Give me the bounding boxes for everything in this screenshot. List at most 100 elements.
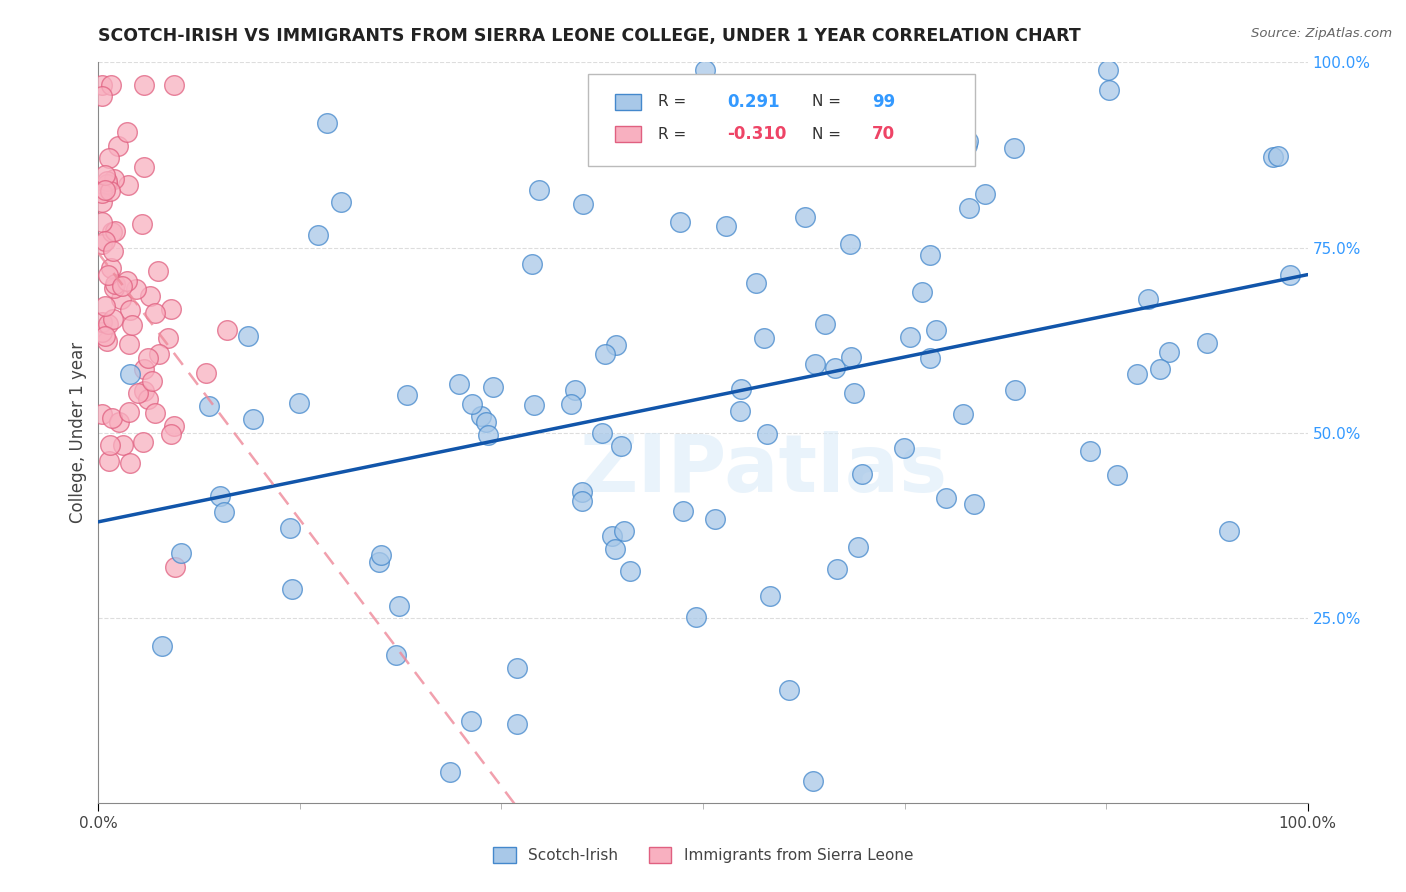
Point xyxy=(522,257,544,271)
Point xyxy=(851,467,873,482)
Point xyxy=(121,318,143,333)
Point xyxy=(1267,149,1289,163)
Point xyxy=(127,385,149,400)
Point xyxy=(124,282,146,296)
Point xyxy=(198,399,221,413)
Point xyxy=(370,548,392,562)
Point xyxy=(603,541,626,556)
Point xyxy=(97,151,120,165)
Point xyxy=(955,138,977,153)
Point xyxy=(215,323,238,337)
Point xyxy=(704,512,727,526)
Point xyxy=(956,134,979,148)
Point xyxy=(91,194,114,209)
Point xyxy=(610,439,633,453)
Point xyxy=(1098,83,1121,97)
Point xyxy=(752,331,775,345)
Point xyxy=(825,562,848,576)
Point xyxy=(329,195,352,210)
Point xyxy=(756,427,779,442)
Point xyxy=(143,305,166,319)
Text: Source: ZipAtlas.com: Source: ZipAtlas.com xyxy=(1251,27,1392,40)
Text: 0.291: 0.291 xyxy=(727,93,780,111)
Text: R =: R = xyxy=(658,95,686,109)
Point xyxy=(91,237,114,252)
Point xyxy=(118,404,141,418)
Point xyxy=(91,78,114,92)
Text: 70: 70 xyxy=(872,125,896,144)
Point xyxy=(619,565,641,579)
Point xyxy=(115,125,138,139)
Point xyxy=(793,211,815,225)
Point xyxy=(148,263,170,277)
Point xyxy=(846,540,869,554)
Text: R =: R = xyxy=(658,127,686,142)
Point xyxy=(439,764,461,779)
Point xyxy=(101,410,124,425)
Point xyxy=(107,138,129,153)
Point xyxy=(893,441,915,455)
Point xyxy=(91,325,114,339)
Point xyxy=(1278,268,1301,282)
Point xyxy=(1078,444,1101,458)
Point xyxy=(591,426,613,441)
Point xyxy=(117,178,139,192)
Point xyxy=(118,303,141,318)
Point xyxy=(804,357,827,371)
Point xyxy=(814,317,837,331)
Point xyxy=(957,201,980,215)
Point xyxy=(572,196,595,211)
Point xyxy=(163,419,186,434)
Point xyxy=(824,360,846,375)
Text: SCOTCH-IRISH VS IMMIGRANTS FROM SIERRA LEONE COLLEGE, UNDER 1 YEAR CORRELATION C: SCOTCH-IRISH VS IMMIGRANTS FROM SIERRA L… xyxy=(98,27,1081,45)
Legend: Scotch-Irish, Immigrants from Sierra Leone: Scotch-Irish, Immigrants from Sierra Leo… xyxy=(486,841,920,869)
Point xyxy=(1097,62,1119,77)
Point xyxy=(571,494,593,508)
Point xyxy=(460,714,482,729)
Point xyxy=(108,415,131,429)
Point xyxy=(96,334,118,349)
Point xyxy=(132,362,155,376)
Point xyxy=(560,396,582,410)
Point xyxy=(145,406,167,420)
Point xyxy=(605,337,627,351)
Point xyxy=(1195,336,1218,351)
Point xyxy=(564,383,586,397)
Point xyxy=(91,186,114,200)
Point xyxy=(1107,468,1129,483)
Point xyxy=(911,285,934,300)
Point xyxy=(136,392,159,406)
Point xyxy=(278,521,301,535)
Point xyxy=(924,124,946,138)
Point xyxy=(100,225,122,239)
Point xyxy=(907,119,929,133)
Point xyxy=(803,773,825,788)
Point xyxy=(98,438,121,452)
Text: ZIPatlas: ZIPatlas xyxy=(579,431,948,508)
Point xyxy=(730,404,752,418)
Point xyxy=(898,330,921,344)
Point xyxy=(170,546,193,560)
Point xyxy=(470,409,492,423)
Point xyxy=(104,277,127,291)
Point xyxy=(103,281,125,295)
Point xyxy=(160,427,183,442)
Point xyxy=(132,434,155,449)
Point xyxy=(96,268,118,282)
Point xyxy=(156,331,179,345)
Point xyxy=(669,215,692,229)
Point xyxy=(672,504,695,518)
FancyBboxPatch shape xyxy=(614,94,641,110)
Point xyxy=(759,589,782,603)
Point xyxy=(730,382,752,396)
Point xyxy=(925,323,948,337)
Point xyxy=(150,639,173,653)
Point xyxy=(974,187,997,202)
Point xyxy=(93,183,115,197)
Point xyxy=(1136,292,1159,306)
Point xyxy=(695,62,717,77)
Point xyxy=(1002,140,1025,154)
Point xyxy=(613,524,636,539)
Point xyxy=(100,261,122,276)
Text: -0.310: -0.310 xyxy=(727,125,786,144)
